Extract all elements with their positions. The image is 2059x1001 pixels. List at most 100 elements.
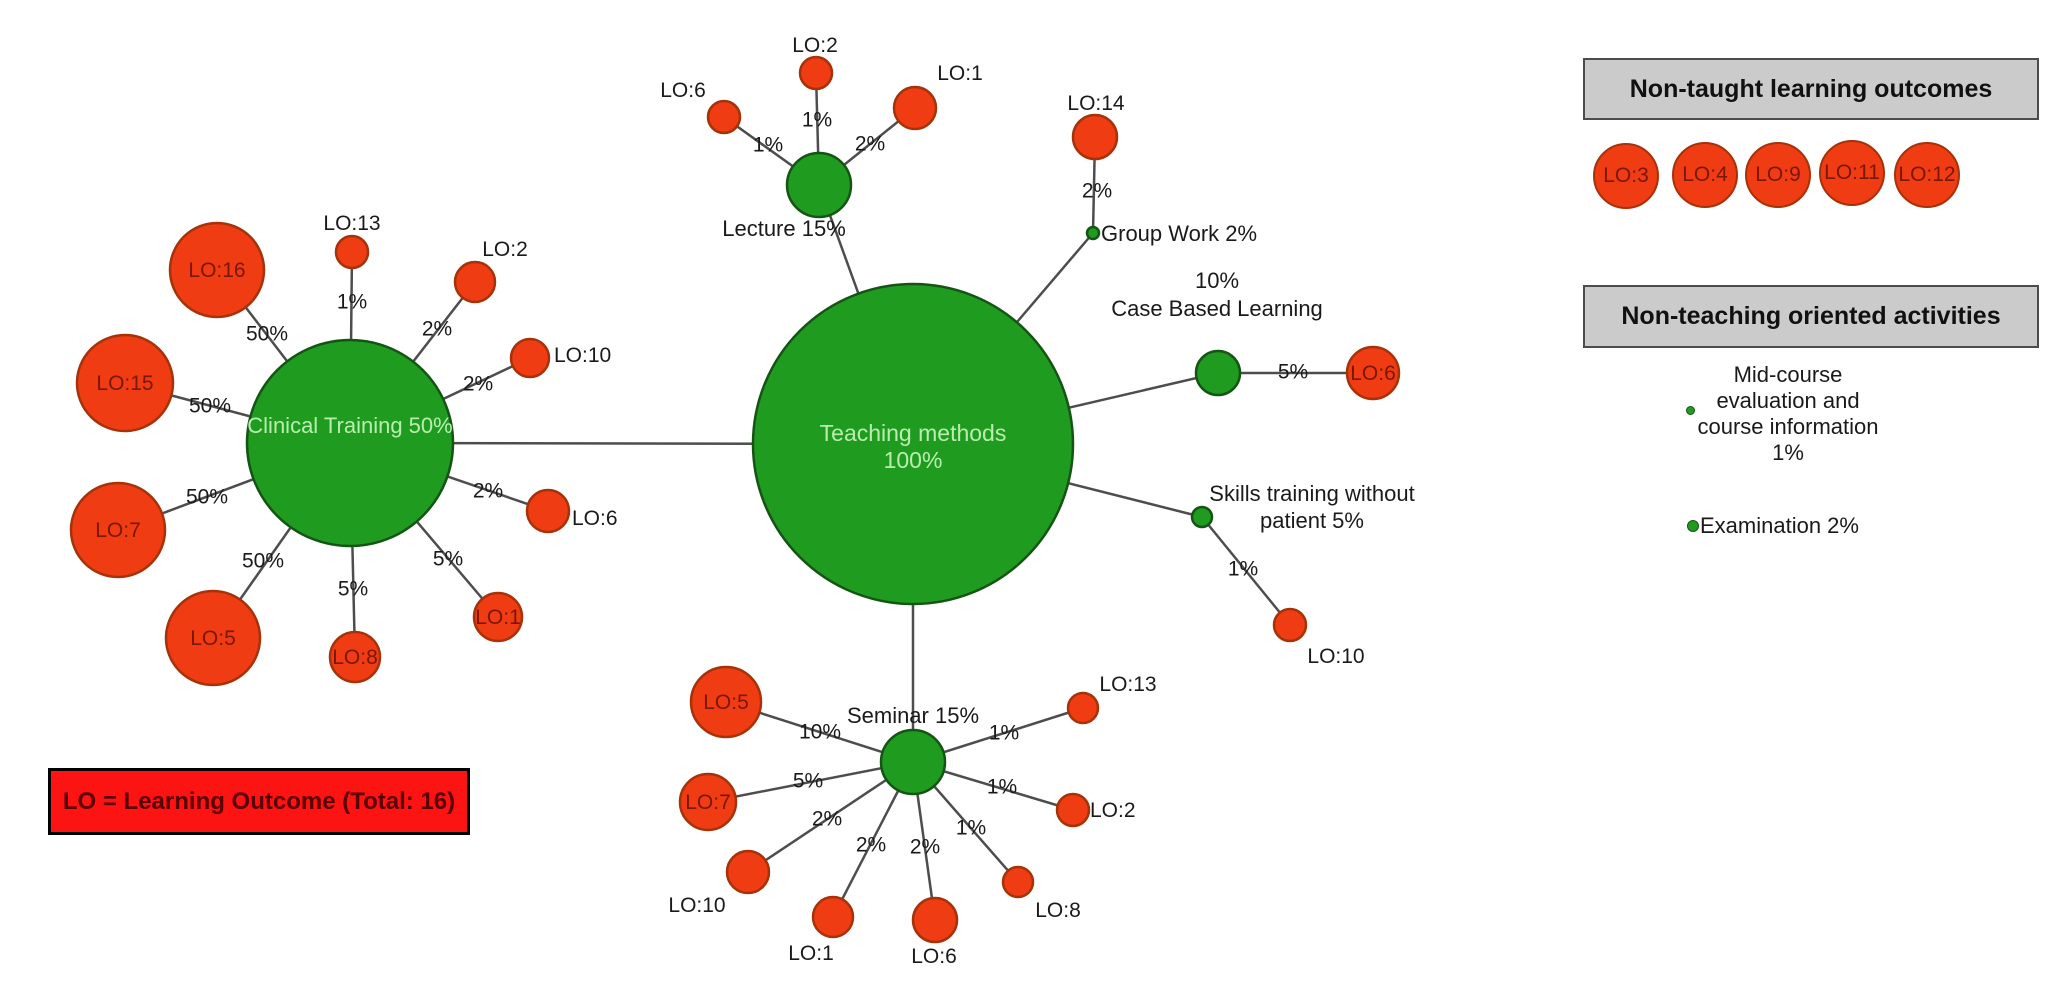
edge-label-clinical-lo10c: 2% bbox=[463, 373, 493, 396]
node-lo8s bbox=[1001, 865, 1035, 899]
edge-label-clinical-lo2c: 2% bbox=[422, 318, 452, 341]
edge-label-groupwork-lo14: 2% bbox=[1082, 180, 1112, 203]
label-lo15: LO:15 bbox=[96, 372, 153, 395]
node-lo5c bbox=[164, 589, 262, 687]
non-taught-outcome-circle: LO:12 bbox=[1894, 142, 1960, 208]
edge-label-clinical-lo5c: 50% bbox=[242, 550, 284, 573]
label-lecture: Lecture 15% bbox=[722, 216, 846, 241]
node-lo1s bbox=[811, 895, 855, 939]
label-lo10s: LO:10 bbox=[1307, 645, 1364, 668]
label-lo10sem: LO:10 bbox=[668, 894, 725, 917]
node-lecture bbox=[785, 151, 853, 219]
label-clinical: Clinical Training 50% bbox=[247, 413, 452, 438]
edge-label-seminar-lo1s: 2% bbox=[856, 834, 886, 857]
non-taught-outcome-circle: LO:9 bbox=[1745, 142, 1811, 208]
label-lo2c: LO:2 bbox=[482, 238, 528, 261]
label-lo2s: LO:2 bbox=[1090, 799, 1136, 822]
node-groupwork bbox=[1085, 225, 1101, 241]
node-skills bbox=[1190, 505, 1214, 529]
label-lo14: LO:14 bbox=[1067, 92, 1125, 115]
edge-label-seminar-lo2s: 1% bbox=[987, 776, 1017, 799]
non-taught-header-label: Non-taught learning outcomes bbox=[1629, 74, 1993, 103]
edge-label-cbl-lo6cbl: 5% bbox=[1278, 361, 1308, 384]
node-lo13s bbox=[1066, 691, 1100, 725]
edge-label-seminar-lo7s: 5% bbox=[793, 770, 823, 793]
non-taught-outcome-label: LO:11 bbox=[1824, 161, 1880, 184]
node-lo6l bbox=[706, 99, 742, 135]
edge-label-clinical-lo16: 50% bbox=[246, 323, 288, 346]
non-taught-outcome-label: LO:12 bbox=[1898, 163, 1956, 186]
label-lo1l: LO:1 bbox=[937, 62, 983, 85]
label-lo6cbl: LO:6 bbox=[1350, 362, 1396, 385]
label-lo10c: LO:10 bbox=[554, 344, 611, 367]
label-lo1s: LO:1 bbox=[788, 942, 834, 965]
node-lo2s bbox=[1055, 792, 1091, 828]
non-taught-outcome-circle: LO:4 bbox=[1672, 142, 1738, 208]
edge-seminar-lo7s bbox=[707, 760, 914, 804]
label-lo13s: LO:13 bbox=[1099, 673, 1156, 696]
node-lo16 bbox=[168, 221, 266, 319]
node-lo2c bbox=[453, 260, 497, 304]
node-lo6cbl bbox=[1345, 345, 1401, 401]
node-lo14 bbox=[1071, 113, 1119, 161]
node-cbl bbox=[1194, 349, 1242, 397]
label-lo2l: LO:2 bbox=[792, 34, 838, 57]
examination-dot-icon bbox=[1687, 520, 1699, 532]
mid-course-item: Mid-course evaluation and course informa… bbox=[1697, 362, 1879, 465]
legend-label: LO = Learning Outcome (Total: 16) bbox=[62, 787, 456, 815]
edge-label-seminar-lo5s: 10% bbox=[799, 721, 841, 744]
edge-label-lecture-lo2l: 1% bbox=[802, 109, 832, 132]
edge-label-clinical-lo1c: 5% bbox=[433, 548, 463, 571]
label-cbl: Case Based Learning10% bbox=[1111, 268, 1323, 321]
edge-label-clinical-lo15: 50% bbox=[189, 395, 231, 418]
label-lo6c: LO:6 bbox=[572, 507, 618, 530]
node-lo10s bbox=[1272, 607, 1308, 643]
edge-label-clinical-lo6c: 2% bbox=[473, 480, 503, 503]
node-lo2l bbox=[798, 55, 834, 91]
node-lo15 bbox=[75, 333, 175, 433]
node-clinical bbox=[245, 338, 455, 548]
label-lo1c: LO:1 bbox=[475, 606, 521, 629]
non-taught-outcome-label: LO:4 bbox=[1682, 163, 1728, 186]
label-teaching: Teaching methods 100% bbox=[820, 420, 1007, 473]
edge-label-clinical-lo13c: 1% bbox=[337, 291, 367, 314]
non-teaching-header: Non-teaching oriented activities bbox=[1583, 285, 2039, 348]
node-lo10c bbox=[509, 337, 551, 379]
mid-course-dot-icon bbox=[1686, 406, 1695, 415]
non-teaching-header-label: Non-teaching oriented activities bbox=[1621, 302, 2001, 330]
label-skills: Skills training without patient 5% bbox=[1209, 481, 1414, 533]
non-taught-outcome-label: LO:9 bbox=[1755, 163, 1801, 186]
node-lo6s bbox=[911, 896, 959, 944]
node-lo7s bbox=[678, 772, 738, 832]
edge-label-skills-lo10s: 1% bbox=[1228, 558, 1258, 581]
label-lo5c: LO:5 bbox=[190, 627, 236, 650]
edge-label-seminar-lo13s: 1% bbox=[989, 722, 1019, 745]
edge-label-seminar-lo10sem: 2% bbox=[812, 808, 842, 831]
edge-skills-lo10s bbox=[1201, 516, 1291, 626]
edge-label-clinical-lo7c: 50% bbox=[186, 486, 228, 509]
node-teaching bbox=[751, 282, 1075, 606]
legend-box: LO = Learning Outcome (Total: 16) bbox=[48, 768, 470, 835]
node-lo5s bbox=[689, 665, 763, 739]
node-lo8c bbox=[328, 630, 382, 684]
label-lo13c: LO:13 bbox=[323, 212, 380, 235]
edge-label-seminar-lo6s: 2% bbox=[910, 836, 940, 859]
label-lo8s: LO:8 bbox=[1035, 899, 1081, 922]
label-lo5s: LO:5 bbox=[703, 691, 749, 714]
edge-label-seminar-lo8s: 1% bbox=[956, 817, 986, 840]
node-lo1l bbox=[892, 85, 938, 131]
node-lo7c bbox=[69, 481, 167, 579]
node-lo10sem bbox=[725, 849, 771, 895]
label-lo16: LO:16 bbox=[188, 259, 245, 282]
node-lo13c bbox=[334, 234, 370, 270]
non-taught-outcome-circle: LO:3 bbox=[1593, 143, 1659, 209]
edge-label-lecture-lo1l: 2% bbox=[855, 133, 885, 156]
edge-label-clinical-lo8c: 5% bbox=[338, 578, 368, 601]
label-seminar: Seminar 15% bbox=[847, 703, 979, 728]
label-groupwork: Group Work 2% bbox=[1101, 221, 1257, 246]
label-lo6s: LO:6 bbox=[911, 945, 957, 968]
non-taught-outcome-circle: LO:11 bbox=[1819, 140, 1885, 206]
label-lo7s: LO:7 bbox=[685, 791, 731, 814]
